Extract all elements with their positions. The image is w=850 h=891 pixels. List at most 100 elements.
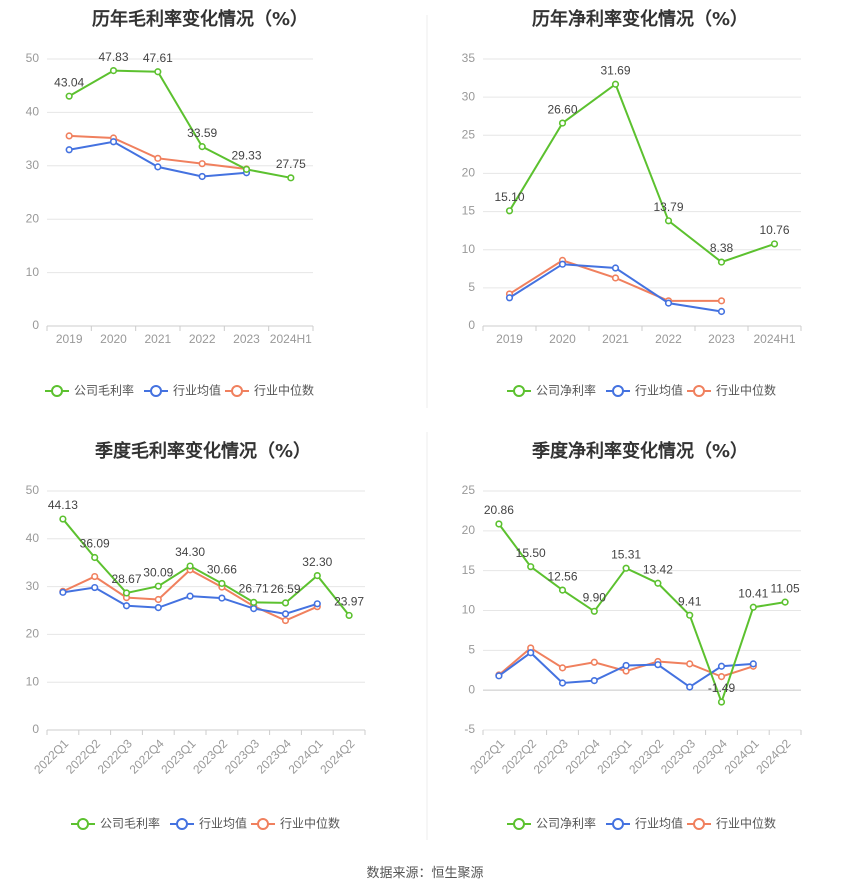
legend-item[interactable]: 行业中位数 [251, 816, 340, 831]
data-label: 47.83 [98, 50, 128, 64]
data-label: 26.60 [547, 102, 577, 116]
x-tick-label: 2022 [655, 332, 682, 346]
y-tick-label: 0 [32, 318, 39, 332]
data-point [717, 307, 726, 316]
legend-item[interactable]: 行业均值 [606, 383, 683, 398]
legend-item[interactable]: 行业均值 [144, 383, 221, 398]
legend-item[interactable]: 行业均值 [606, 816, 683, 831]
data-label: 11.05 [771, 581, 800, 595]
data-point [281, 610, 290, 618]
legend-item[interactable]: 行业中位数 [687, 383, 776, 398]
data-point [218, 579, 226, 588]
x-tick-label: 2024H1 [753, 332, 795, 346]
chart-panel-1: 历年毛利率变化情况（%） 0 10 20 30 40 50 2019 2020 2021 2022 2… [26, 8, 314, 398]
data-point [654, 579, 662, 587]
data-point [313, 572, 321, 580]
legend-item[interactable]: 公司毛利率 [45, 383, 134, 398]
legend-item[interactable]: 行业中位数 [225, 383, 314, 398]
y-tick-label: 20 [26, 627, 40, 641]
x-tick-label: 2024Q2 [317, 736, 357, 776]
data-point [242, 165, 251, 173]
data-point [622, 667, 630, 675]
data-label: 26.71 [239, 581, 269, 595]
data-point [65, 146, 73, 154]
data-point [154, 582, 162, 590]
x-tick-label: 2021 [144, 332, 171, 346]
data-point [611, 80, 620, 88]
data-label: 27.75 [276, 157, 306, 171]
legend-item[interactable]: 行业中位数 [687, 816, 776, 831]
legend-label: 公司毛利率 [100, 816, 160, 831]
y-tick-label: -5 [464, 722, 475, 736]
data-point [154, 154, 162, 162]
y-tick-label: 15 [462, 563, 476, 577]
data-point [686, 683, 694, 691]
data-label: 10.76 [759, 223, 789, 237]
data-label: 28.67 [111, 572, 141, 586]
legend-swatch-marker [150, 385, 162, 397]
legend-item[interactable]: 公司净利率 [507, 816, 596, 831]
data-point [91, 572, 99, 581]
data-label: 13.42 [643, 562, 673, 576]
x-tick-label: 2022 [189, 332, 216, 346]
legend-swatch-marker [612, 385, 624, 397]
data-point [558, 679, 567, 687]
data-point [250, 598, 258, 606]
legend-item[interactable]: 公司毛利率 [71, 816, 160, 831]
data-point [287, 174, 295, 182]
data-label: 34.30 [175, 545, 205, 559]
data-point [686, 660, 694, 668]
legend-label: 公司净利率 [536, 383, 596, 398]
y-tick-label: 30 [26, 579, 40, 593]
data-point [109, 138, 118, 146]
legend-item[interactable]: 行业均值 [170, 816, 247, 831]
data-point [527, 563, 535, 571]
data-point [218, 594, 226, 602]
x-tick-label: 2023 [708, 332, 735, 346]
data-point [198, 143, 206, 151]
y-tick-label: 0 [468, 682, 475, 696]
legend-swatch-marker [513, 818, 525, 830]
data-point [590, 658, 598, 666]
data-point [65, 92, 73, 100]
legend-swatch-marker [693, 385, 705, 397]
data-point [558, 260, 567, 268]
y-tick-label: 40 [26, 105, 40, 119]
data-point [91, 553, 99, 562]
data-point [558, 586, 567, 594]
y-tick-label: 30 [26, 158, 40, 172]
data-label: 31.69 [600, 63, 630, 77]
data-point [250, 604, 258, 613]
data-point [611, 274, 620, 282]
chart-title: 历年净利率变化情况（%） [532, 8, 748, 30]
legend-label: 行业中位数 [254, 383, 314, 398]
legend-label: 行业均值 [635, 383, 683, 398]
legend-label: 行业中位数 [280, 816, 340, 831]
y-tick-label: 40 [26, 531, 40, 545]
data-point [59, 588, 67, 596]
data-point [313, 600, 321, 608]
y-tick-label: 0 [32, 722, 39, 736]
data-label: 15.10 [494, 190, 524, 204]
chart-title: 季度净利率变化情况（%） [532, 440, 748, 462]
data-point [505, 294, 514, 302]
chart-panel-2: 历年净利率变化情况（%） 0 5 10 15 20 25 30 35 2019 2020 2021 20… [462, 8, 802, 398]
data-label: 13.79 [653, 200, 683, 214]
data-source-note: 数据来源：恒生聚源 [366, 866, 484, 881]
data-point [154, 604, 162, 612]
data-point [749, 603, 757, 611]
data-point [122, 602, 131, 610]
y-tick-label: 10 [462, 603, 476, 617]
legend-item[interactable]: 公司净利率 [507, 383, 596, 398]
data-label: 10.41 [738, 586, 768, 600]
y-tick-label: 25 [462, 483, 476, 497]
chart-title: 季度毛利率变化情况（%） [95, 440, 311, 462]
data-point [717, 662, 726, 670]
data-point [281, 599, 290, 607]
data-label: 29.33 [231, 149, 261, 163]
y-tick-label: 10 [26, 265, 40, 279]
data-label: 23.97 [334, 595, 364, 609]
data-point [91, 583, 99, 592]
y-tick-label: 35 [462, 51, 476, 65]
y-tick-label: 20 [462, 166, 476, 180]
